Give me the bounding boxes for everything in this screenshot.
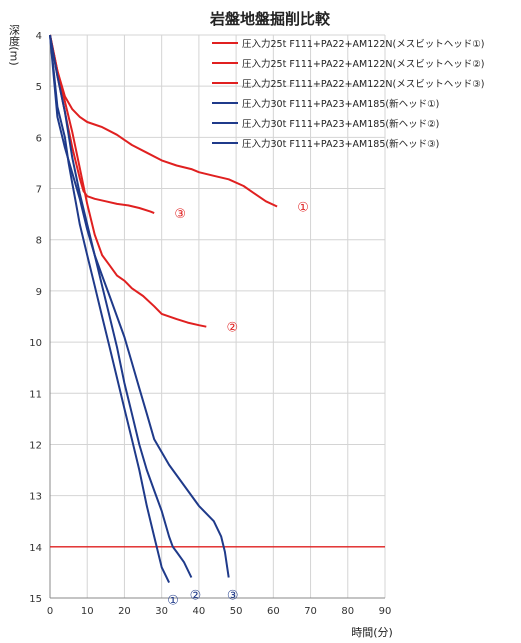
y-tick-label-8: 12 [29, 440, 42, 451]
y-tick-label-0: 4 [36, 31, 42, 42]
legend-label-6: 圧入力30t F111+PA23+AM185(新ヘッド③) [242, 138, 439, 150]
series-line-5 [49, 34, 193, 578]
y-tick-label-1: 5 [36, 82, 42, 93]
series-end-label-3: ③ [174, 207, 186, 222]
y-tick-label-11: 15 [29, 594, 42, 605]
series-end-label-4: ① [167, 594, 179, 609]
x-tick-label-3: 30 [155, 606, 168, 617]
legend-label-2: 圧入力25t F111+PA22+AM122N(メスビットヘッド②) [242, 58, 484, 70]
series-line-2 [49, 34, 207, 328]
legend-label-3: 圧入力25t F111+PA22+AM122N(メスビットヘッド③) [242, 78, 484, 90]
y-tick-label-5: 9 [36, 287, 42, 298]
y-tick-label-3: 7 [36, 185, 42, 196]
axes: 0 10 20 30 40 50 60 70 80 90 4 5 6 7 8 9 10 11 12 13 14 15 [29, 31, 391, 617]
series-end-label-6: ③ [227, 589, 239, 604]
x-tick-label-2: 20 [118, 606, 131, 617]
series-end-label-1: ① [297, 200, 309, 215]
x-tick-label-9: 90 [379, 606, 392, 617]
series-end-label-5: ② [190, 589, 202, 604]
y-tick-label-7: 11 [29, 389, 42, 400]
y-tick-label-4: 8 [36, 236, 42, 247]
y-tick-label-6: 10 [29, 338, 42, 349]
x-tick-label-5: 50 [230, 606, 243, 617]
legend-label-4: 圧入力30t F111+PA23+AM185(新ヘッド①) [242, 98, 439, 110]
x-tick-label-7: 70 [304, 606, 317, 617]
legend-label-1: 圧入力25t F111+PA22+AM122N(メスビットヘッド①) [242, 38, 484, 50]
x-tick-label-8: 80 [341, 606, 354, 617]
legend-label-5: 圧入力30t F111+PA23+AM185(新ヘッド②) [242, 118, 439, 130]
chart-title: 岩盤地盤掘削比較 [209, 10, 331, 28]
series-line-1 [49, 34, 278, 208]
x-tick-label-4: 40 [193, 606, 206, 617]
x-axis-label: 時間(分) [351, 626, 393, 639]
y-tick-label-2: 6 [36, 133, 42, 144]
y-tick-label-9: 13 [29, 492, 42, 503]
series-end-label-2: ② [227, 321, 239, 336]
y-tick-label-10: 14 [29, 543, 42, 554]
x-tick-label-1: 10 [81, 606, 94, 617]
series-group [49, 34, 278, 584]
series-line-6 [49, 34, 230, 578]
legend: 圧入力25t F111+PA22+AM122N(メスビットヘッド①) 圧入力25t… [212, 38, 484, 150]
x-tick-label-6: 60 [267, 606, 280, 617]
x-tick-label-0: 0 [47, 606, 53, 617]
y-axis-label: 深度(m) [8, 24, 21, 66]
series-line-3 [49, 34, 155, 215]
